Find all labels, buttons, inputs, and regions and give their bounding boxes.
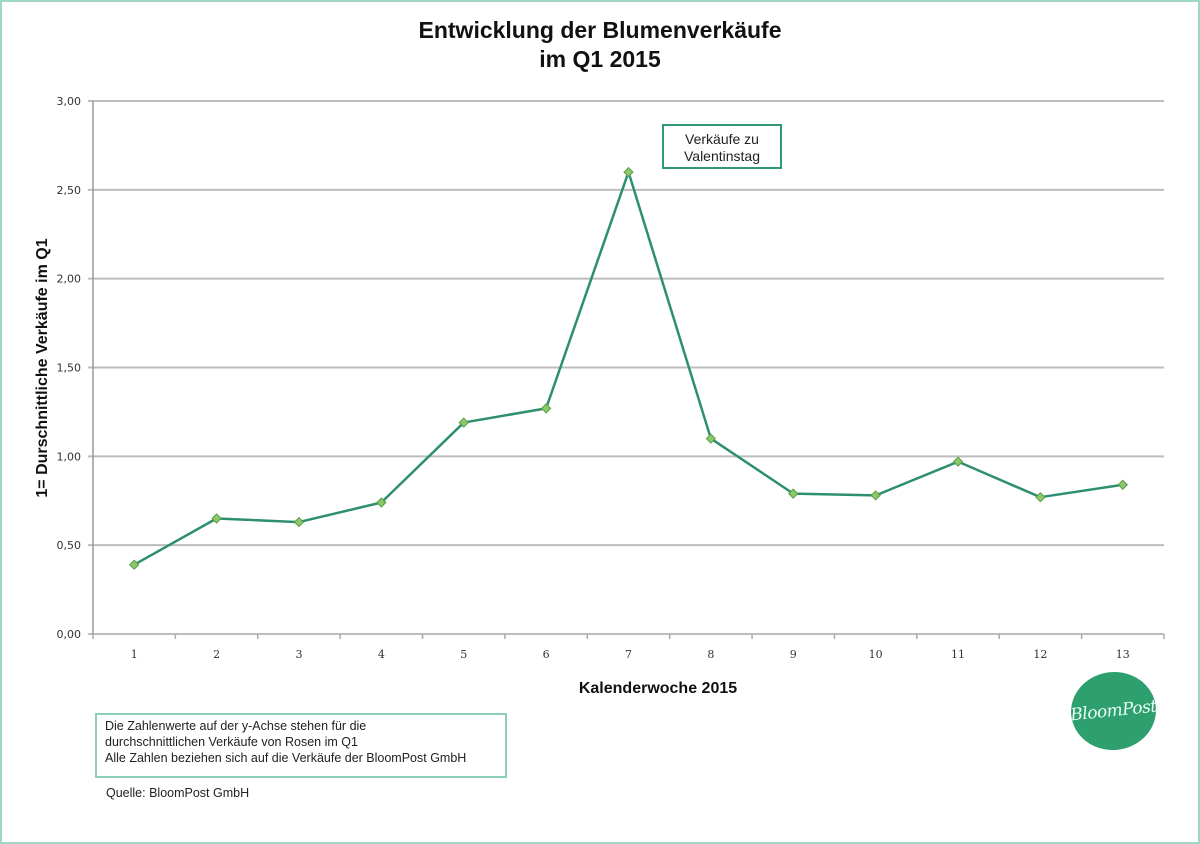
data-point-marker: [128, 559, 140, 570]
annotation-line2: Valentinstag: [683, 148, 760, 164]
y-axis-ticks: 0,00 0,50 1,00 1,50 2,00 2,50 3,00: [57, 95, 82, 641]
data-point-marker: [705, 433, 717, 444]
y-tick-label: 2,50: [57, 184, 82, 197]
x-axis-label: Kalenderwoche 2015: [579, 680, 737, 697]
x-tick-label: 7: [625, 648, 632, 661]
y-axis-label: 1= Durschnittliche Verkäufe im Q1: [34, 238, 51, 497]
data-point-marker: [376, 497, 387, 508]
x-axis: 1 2 3 4 5 6 7 8 9 10 11 12 13: [92, 634, 1165, 661]
data-point-marker: [1117, 479, 1129, 490]
footnote-line1: Die Zahlenwerte auf der y-Achse stehen f…: [105, 719, 367, 733]
data-point-marker: [952, 456, 964, 467]
y-tick-label: 2,00: [57, 273, 82, 286]
y-tick-label: 3,00: [57, 95, 82, 108]
source-text: Quelle: BloomPost GmbH: [106, 786, 250, 800]
data-series: [128, 166, 1129, 570]
y-tick-label: 0,00: [57, 628, 82, 641]
x-tick-label: 1: [131, 648, 138, 661]
x-tick-label: 5: [460, 648, 467, 661]
y-tick-label: 1,50: [57, 362, 82, 375]
x-tick-label: 8: [707, 648, 714, 661]
x-tick-label: 2: [213, 648, 220, 661]
annotation-line1: Verkäufe zu: [685, 131, 759, 147]
x-tick-label: 10: [869, 648, 883, 661]
y-tick-label: 1,00: [57, 450, 82, 463]
data-point-marker: [788, 488, 799, 499]
x-tick-label: 9: [790, 648, 797, 661]
footnote-box: Die Zahlenwerte auf der y-Achse stehen f…: [95, 713, 507, 778]
data-point-marker: [623, 166, 634, 178]
data-point-marker: [293, 516, 305, 528]
x-tick-label: 11: [951, 648, 965, 661]
chart-title-line1: Entwicklung der Blumenverkäufe: [418, 17, 782, 43]
valentine-annotation: Verkäufe zu Valentinstag: [662, 124, 782, 169]
gridlines: [88, 100, 1164, 635]
x-tick-label: 13: [1116, 648, 1130, 661]
footnote-line2: durchschnittlichen Verkäufe von Rosen im…: [105, 735, 358, 749]
data-point-marker: [458, 417, 469, 428]
data-point-marker: [540, 403, 552, 414]
x-tick-label: 3: [295, 648, 302, 661]
logo-text: BloomPost: [1069, 696, 1158, 726]
data-point-marker: [870, 490, 881, 501]
x-tick-label: 6: [543, 648, 550, 661]
y-tick-label: 0,50: [57, 539, 82, 552]
data-point-marker: [211, 513, 222, 524]
chart-title-line2: im Q1 2015: [539, 46, 661, 72]
x-tick-label: 12: [1033, 648, 1047, 661]
chart-title: Entwicklung der Blumenverkäufe im Q1 201…: [0, 16, 1200, 74]
footnote-line3: Alle Zahlen beziehen sich auf die Verkäu…: [105, 751, 467, 765]
x-tick-label: 4: [378, 648, 385, 661]
data-point-marker: [1035, 491, 1046, 503]
